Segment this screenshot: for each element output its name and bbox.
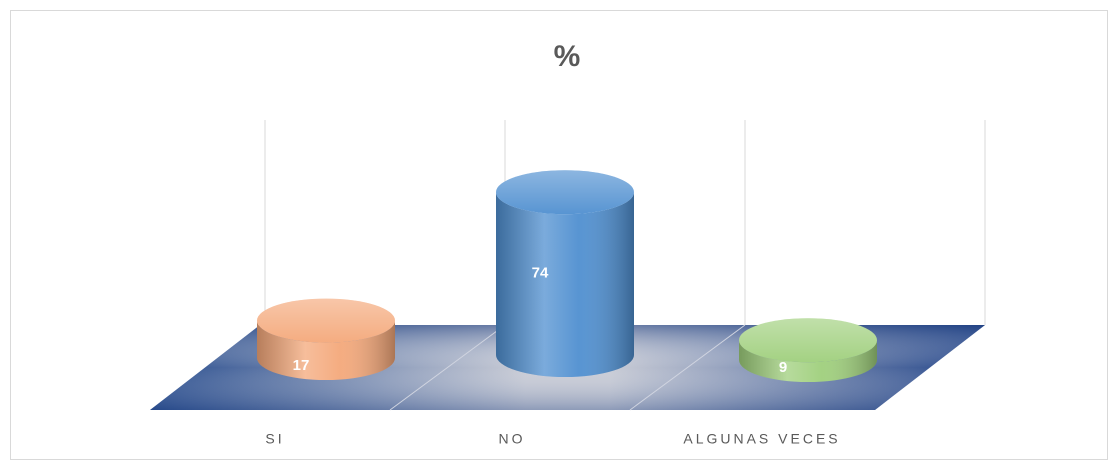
cylinder-shade — [739, 340, 877, 382]
data-label: 9 — [779, 359, 787, 376]
cylinder-shade — [496, 192, 634, 377]
floor-grid — [389, 324, 746, 411]
data-label: 74 — [532, 265, 549, 282]
cylinder-top-shade — [739, 318, 877, 363]
x-tick-label: SI — [265, 431, 284, 447]
x-tick-label: NO — [499, 431, 526, 447]
cylinder-top-shade — [496, 170, 634, 215]
cylinder-top-shade — [257, 298, 395, 343]
x-tick-label: ALGUNAS VECES — [683, 431, 840, 447]
chart-title: % — [554, 40, 581, 73]
cylinder-shade — [257, 320, 395, 380]
data-label: 17 — [293, 357, 310, 374]
